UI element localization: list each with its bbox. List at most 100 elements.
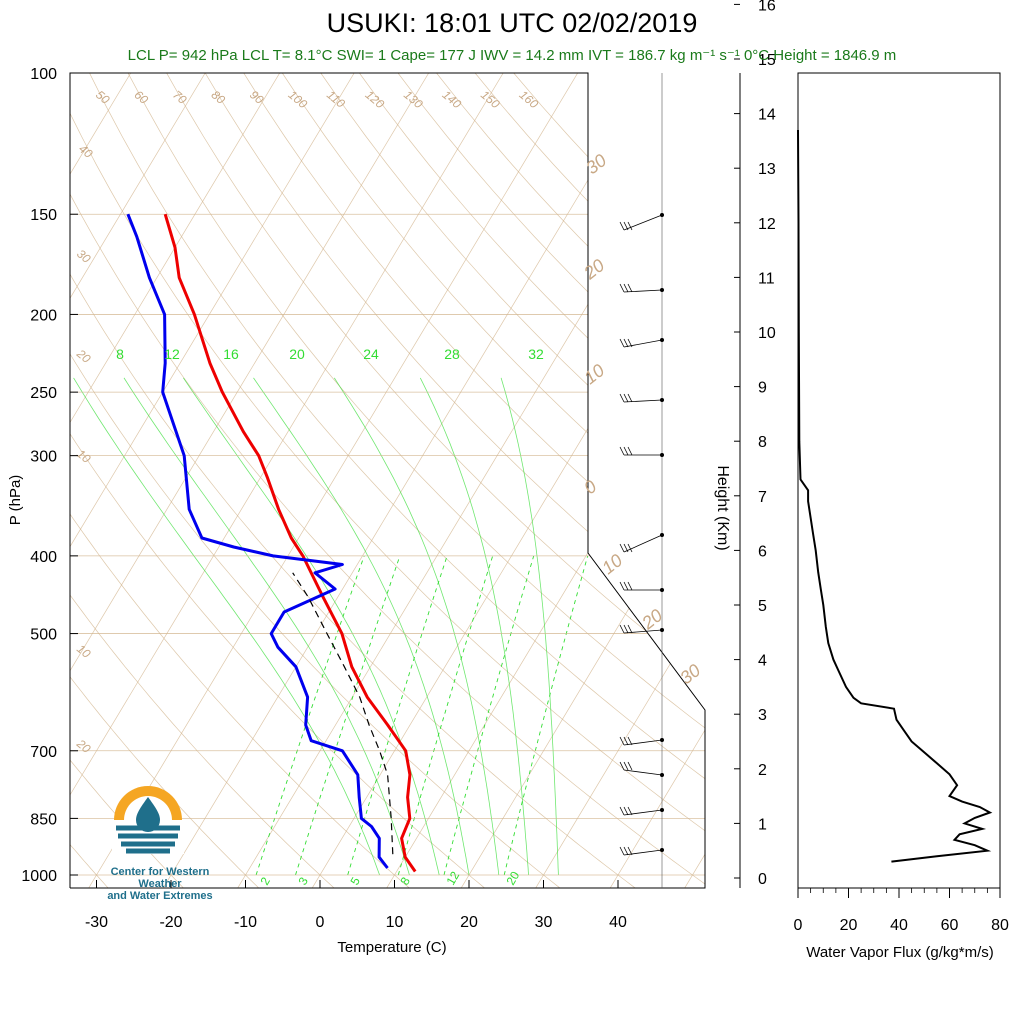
wind-barb (623, 849, 663, 856)
dry-adiabat-line (70, 73, 641, 888)
isotherm-line (607, 73, 705, 888)
logo-caption-line1: Center for Western Weather (110, 866, 210, 890)
height-tick-label: 16 (758, 0, 776, 14)
skewt-ticks: 50 60 70 80 90 100 110 120 130 140 150 160403020101… (7, 66, 704, 956)
wind-barb-flag (623, 624, 629, 634)
wind-barb-column (619, 73, 664, 888)
wind-barb-flag (623, 736, 629, 746)
mixing-ratio-line (443, 555, 535, 876)
x-tick-label: -20 (159, 914, 182, 931)
x-axis-title: Temperature (C) (337, 939, 446, 956)
dry-adiabat-label: 140 (440, 88, 465, 112)
wind-barb (623, 399, 663, 403)
dry-adiabat-line (70, 73, 705, 888)
wind-barb-flag (627, 806, 633, 816)
isotherm-line (682, 73, 705, 888)
dry-adiabat-line (89, 73, 705, 888)
moist-adiabat-label: 16 (223, 346, 239, 362)
height-tick-label: 5 (758, 598, 767, 615)
x-tick-label: 20 (460, 914, 478, 931)
wind-dot (660, 398, 664, 402)
dry-adiabat-line (127, 73, 705, 888)
wind-barb-flag (619, 806, 625, 816)
height-tick-label: 7 (758, 489, 767, 506)
dry-adiabat-line (166, 73, 705, 888)
wind-barb-flag (623, 221, 629, 231)
y-tick-label: 500 (30, 627, 57, 644)
wind-barb-flag (627, 846, 633, 856)
wind-dot (660, 848, 664, 852)
x-tick-label: -10 (234, 914, 257, 931)
moist-adiabat-line (253, 377, 470, 876)
dry-adiabat-label: 150 (478, 88, 503, 112)
cw3e-logo (112, 786, 184, 854)
dry-adiabat-label: 20 (73, 736, 93, 756)
height-tick-label: 12 (758, 216, 776, 233)
isotherm-label: 0 (580, 476, 600, 498)
flux-x-tick-label: 60 (941, 917, 959, 934)
wind-barb-flag (627, 624, 633, 634)
dry-adiabat-line (70, 73, 705, 888)
flux-x-tick-label: 0 (794, 917, 803, 934)
mixing-ratio-label: 5 (347, 874, 363, 887)
y-tick-label: 200 (30, 307, 57, 324)
wind-barb-flag (619, 761, 625, 771)
wind-dot (660, 338, 664, 342)
skewt-border (69, 72, 706, 889)
moist-adiabat-line (73, 377, 380, 876)
wind-barb-flag (627, 393, 633, 403)
moist-adiabat-label: 32 (528, 346, 544, 362)
dry-adiabat-line (70, 73, 188, 888)
series-flux (797, 129, 993, 863)
wind-barb-flag (627, 338, 633, 348)
flux-border (797, 72, 1001, 889)
mixing-ratio-label: 2 (257, 874, 273, 887)
isotherm-line (70, 73, 281, 888)
skewt-background-lines (70, 73, 705, 888)
height-tick-label: 0 (758, 871, 767, 888)
y-tick-label: 300 (30, 449, 57, 466)
moist-adiabat-line (419, 377, 529, 876)
wind-dot (660, 808, 664, 812)
moist-adiabat-line (500, 377, 559, 876)
wind-barb (623, 289, 663, 293)
y-tick-label: 150 (30, 207, 57, 224)
isotherm-line (86, 73, 579, 888)
dry-adiabat-label: 80 (209, 88, 228, 108)
wind-barb-flag (623, 806, 629, 816)
series-parcel (292, 572, 394, 855)
dry-adiabat-line (70, 73, 415, 888)
dry-adiabat-line (282, 73, 705, 888)
wind-barb (623, 534, 663, 553)
moist-adiabat-label: 24 (363, 346, 379, 362)
dry-adiabat-line (70, 73, 264, 888)
mixing-ratio-line (255, 555, 365, 876)
wind-barb-flag (619, 581, 625, 591)
logo-caption-line2: and Water Extremes (107, 890, 213, 902)
wind-barb-flag (619, 446, 625, 456)
skewt-series (126, 213, 417, 873)
wind-dot (660, 628, 664, 632)
wind-barb-flag (623, 338, 629, 348)
series-temperature (163, 213, 417, 873)
dry-adiabat-line (243, 73, 705, 888)
dry-adiabat-label: 30 (74, 247, 93, 267)
flux-x-tick-label: 80 (991, 917, 1009, 934)
wind-barb (623, 739, 663, 746)
wind-barb-flag (623, 581, 629, 591)
height-tick-label: 2 (758, 762, 767, 779)
wind-barb-flag (623, 846, 629, 856)
dry-adiabat-line (474, 73, 705, 888)
moist-adiabat-line (123, 377, 410, 876)
moist-adiabat-label: 12 (164, 346, 180, 362)
height-tick-label: 10 (758, 325, 776, 342)
isotherm-line (70, 73, 206, 888)
mixing-ratio-label: 8 (397, 874, 413, 887)
dry-adiabat-line (70, 73, 490, 888)
y-tick-label: 850 (30, 811, 57, 828)
height-tick-label: 6 (758, 543, 767, 560)
wind-barb (623, 809, 663, 816)
isotherm-line (309, 73, 705, 888)
wind-barb-flag (623, 446, 629, 456)
height-tick-label: 3 (758, 707, 767, 724)
